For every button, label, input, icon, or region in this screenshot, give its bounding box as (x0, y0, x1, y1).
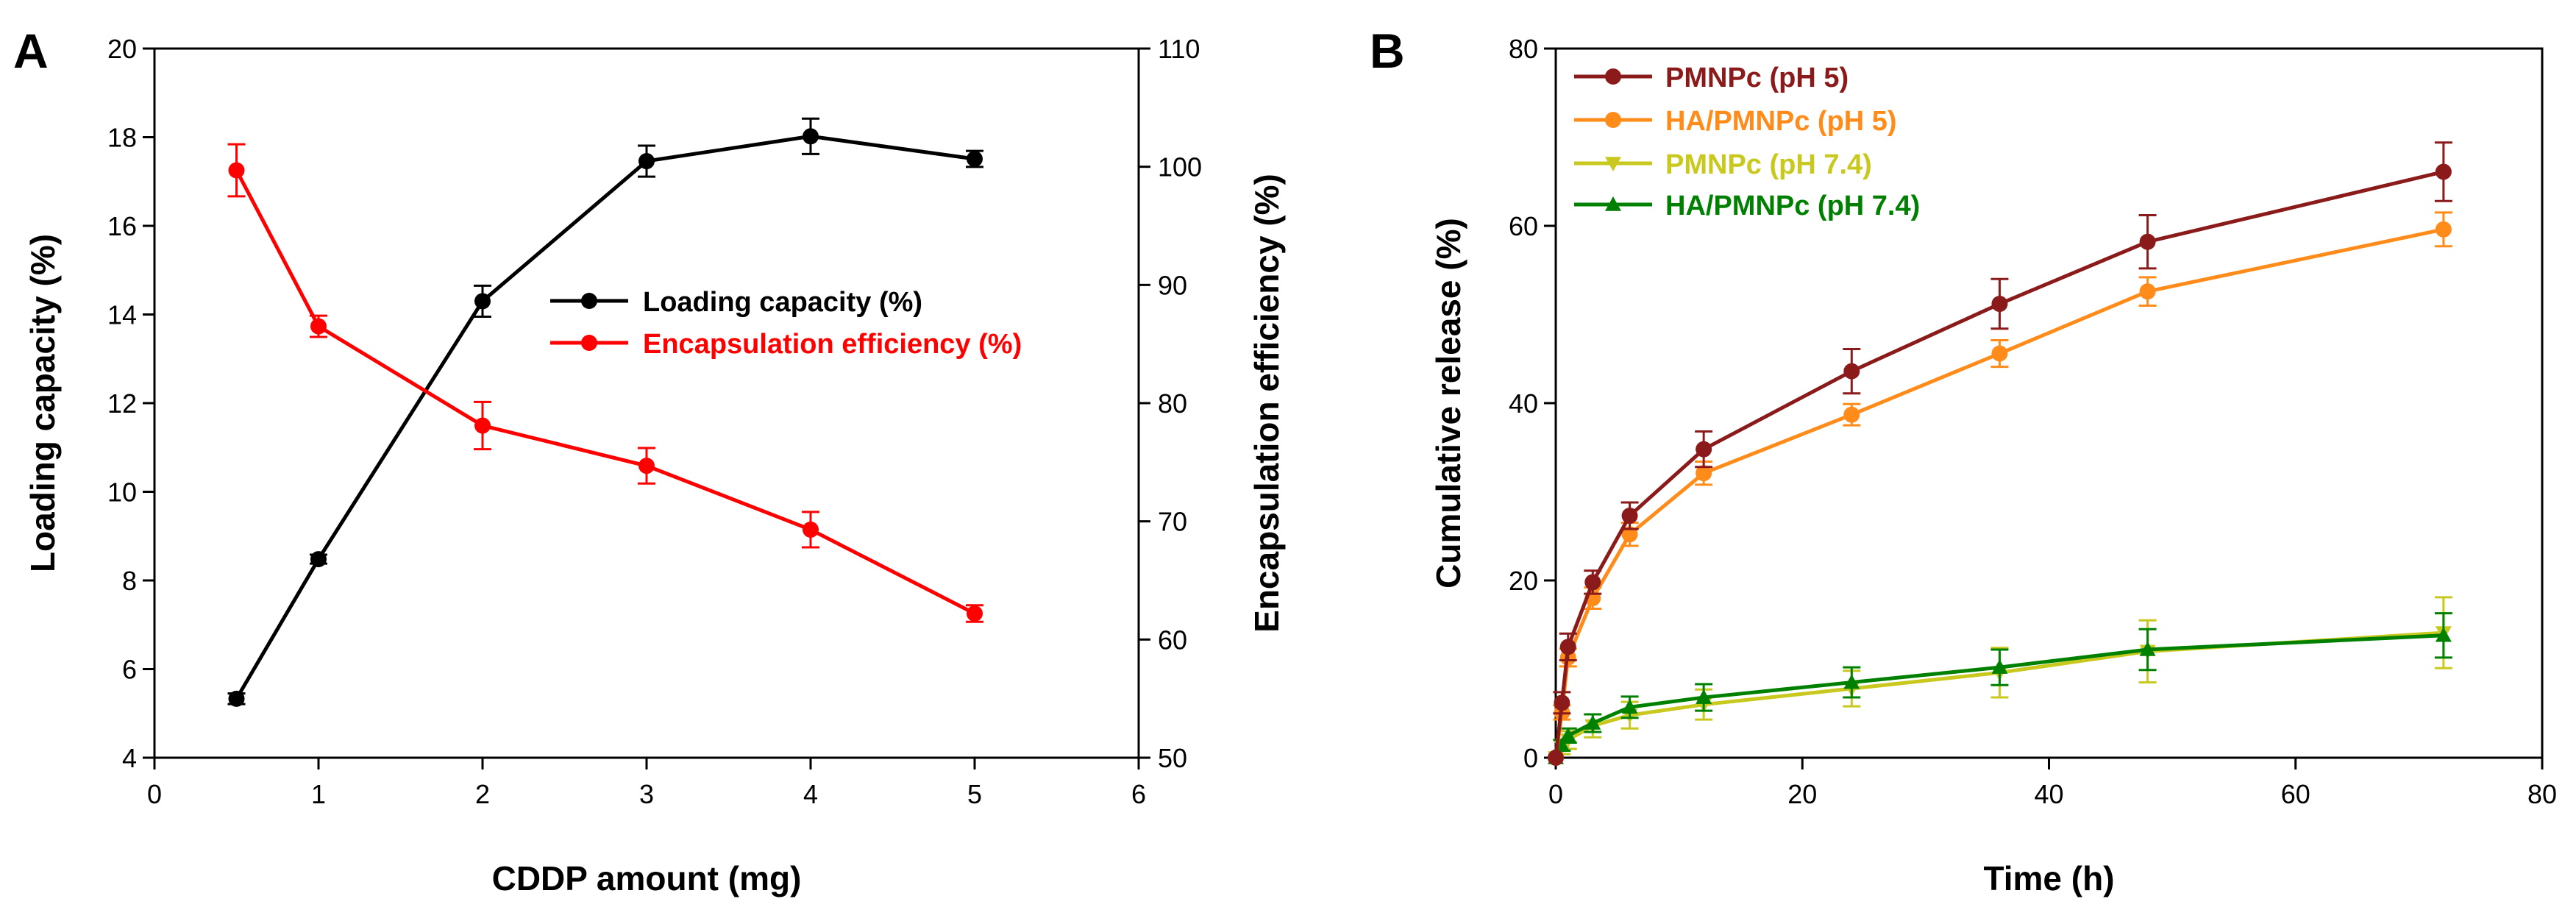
panel-a-y-tick-1: 6 (122, 655, 137, 685)
panel-b-s1-point-4 (1621, 526, 1638, 543)
panel-a-y2-tick-4: 90 (1158, 270, 1187, 300)
panel-a-y2-tick-6: 110 (1158, 34, 1200, 64)
panel-b-s1-point-6 (1843, 406, 1860, 423)
panel-b-series-line-0 (1554, 170, 2444, 758)
panel-b-y-axis-title: Cumulative release (%) (1429, 218, 1467, 589)
panel-a-y-tick-4: 12 (107, 388, 137, 419)
panel-a-series-line-1 (235, 169, 976, 616)
panel-b-x-tick-0: 0 (1548, 779, 1563, 809)
panel-a-s1-point-2 (474, 417, 491, 434)
panel-b-y-tick-4: 80 (1509, 34, 1538, 64)
panel-a-y2-tick-5: 100 (1158, 152, 1202, 182)
panel-b-x-axis-title: Time (h) (1983, 859, 2114, 897)
panel-a-y2-tick-2: 70 (1158, 507, 1187, 537)
panel-b-s1-point-7 (1991, 345, 2008, 362)
panel-b-legend-marker-3 (1605, 196, 1621, 211)
panel-a-y-tick-7: 18 (107, 123, 137, 153)
panel-b-x-tick-4: 80 (2527, 779, 2557, 809)
panel-b-s0-point-0 (1548, 750, 1564, 766)
panel-b-x-tick-3: 60 (2281, 779, 2310, 809)
panel-a-s0-point-5 (967, 151, 983, 168)
panel-a-y-tick-3: 10 (107, 477, 137, 508)
panel-a-x-tick-6: 6 (1131, 779, 1146, 809)
panel-b-legend-label-2: PMNPc (pH 7.4) (1665, 149, 1872, 180)
panel-b-s0-point-9 (2435, 163, 2452, 180)
panel-a-s0-point-2 (474, 293, 491, 310)
panel-b-s0-point-8 (2139, 233, 2156, 250)
panel-a-s1-point-3 (638, 458, 655, 474)
panel-b-legend-marker-1 (1605, 112, 1621, 128)
panel-a-x-tick-0: 0 (147, 779, 162, 809)
panel-a-legend-marker-0 (581, 293, 597, 309)
panel-b-letter: B (1370, 24, 1405, 78)
panel-b-s0-point-7 (1991, 296, 2008, 313)
panel-a-y2-tick-0: 50 (1158, 743, 1187, 773)
panel-b-legend-label-3: HA/PMNPc (pH 7.4) (1665, 191, 1920, 221)
panel-b-chart: B 0 20 40 60 80 0 20 40 60 80 Time (h) Cumulative re… (1370, 24, 2557, 897)
panel-a-y-tick-2: 8 (122, 566, 137, 596)
panel-b-legend-marker-0 (1605, 68, 1621, 85)
panel-a-legend-marker-1 (581, 335, 597, 351)
panel-a-s1-point-1 (310, 318, 327, 335)
panel-b-s3-point-5 (1696, 689, 1712, 704)
panel-b-s3-point-4 (1621, 699, 1638, 714)
panel-a-y2-axis-title: Encapsulation efficiency (%) (1248, 174, 1286, 633)
panel-a-y-tick-5: 14 (107, 300, 137, 330)
panel-a-letter: A (13, 24, 49, 78)
panel-a-s0-point-4 (803, 128, 819, 145)
panel-a-x-tick-2: 2 (475, 779, 490, 809)
panel-b-s1-point-8 (2139, 283, 2156, 300)
panel-b-y-tick-2: 40 (1509, 388, 1538, 419)
panel-a-s1-point-5 (967, 605, 983, 622)
panel-a-x-tick-4: 4 (803, 779, 818, 809)
panel-a-s1-point-4 (803, 521, 819, 538)
panel-b-s0-point-2 (1559, 639, 1576, 655)
panel-a-s0-point-1 (310, 551, 327, 568)
panel-a-legend-label-0: Loading capacity (%) (643, 287, 922, 318)
panel-b-s0-point-5 (1696, 441, 1712, 458)
panel-b-legend-label-0: PMNPc (pH 5) (1665, 63, 1849, 93)
panel-b-s0-point-6 (1843, 363, 1860, 380)
panel-a-s0-point-0 (228, 690, 245, 707)
panel-b-s0-point-3 (1584, 574, 1601, 591)
panel-a-y2-tick-1: 60 (1158, 625, 1187, 655)
panel-b-legend-label-1: HA/PMNPc (pH 5) (1665, 106, 1897, 137)
panel-a-x-tick-3: 3 (639, 779, 654, 809)
panel-a-y-tick-0: 4 (122, 743, 137, 773)
panel-a-x-axis-title: CDDP amount (mg) (492, 859, 802, 897)
panel-a-legend-label-1: Encapsulation efficiency (%) (643, 329, 1022, 360)
panel-b-y-tick-0: 0 (1523, 743, 1538, 773)
panel-b-s3-point-7 (1991, 659, 2008, 674)
panel-a-y-tick-8: 20 (107, 34, 137, 64)
panel-b-x-tick-1: 20 (1787, 779, 1817, 809)
panel-b-s1-point-5 (1696, 465, 1712, 482)
panel-b-y-tick-1: 20 (1509, 566, 1538, 596)
panel-b-s3-point-6 (1843, 674, 1860, 689)
panel-b-s3-point-2 (1559, 727, 1576, 742)
panel-a-s0-point-3 (638, 153, 655, 170)
panel-b-s0-point-1 (1554, 694, 1570, 711)
panel-a-y-axis-title: Loading capacity (%) (24, 234, 62, 572)
panel-a-series-line-0 (235, 134, 975, 700)
panel-b-legend-marker-2 (1605, 157, 1621, 171)
panel-b-s3-point-9 (2435, 627, 2452, 642)
panel-a-x-tick-1: 1 (311, 779, 326, 809)
panel-a-x-tick-5: 5 (967, 779, 982, 809)
panel-b-y-tick-3: 60 (1509, 211, 1538, 241)
panel-a-s1-point-0 (228, 162, 245, 179)
panel-b-s3-point-3 (1584, 715, 1601, 730)
panel-a-y2-tick-3: 80 (1158, 388, 1187, 419)
panel-a-chart: A0 1 2 3 4 5 64681012141618205060708090100110C… (13, 24, 1286, 897)
panel-b-s1-point-9 (2435, 221, 2452, 238)
panel-b-s0-point-4 (1621, 508, 1638, 525)
panel-a-y-tick-6: 16 (107, 211, 137, 241)
panel-b-s3-point-8 (2139, 641, 2156, 656)
panel-b-x-tick-2: 40 (2034, 779, 2063, 809)
